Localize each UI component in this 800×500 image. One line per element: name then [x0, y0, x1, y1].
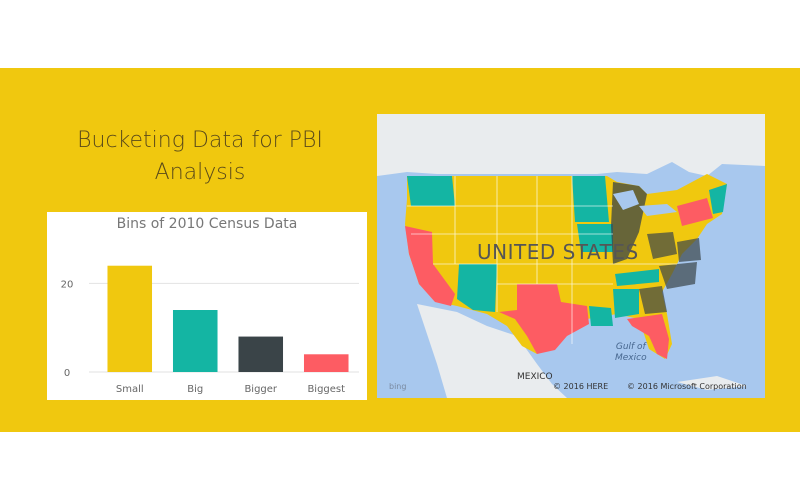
arizona-state [457, 264, 497, 312]
bar-big [172, 310, 218, 372]
california-state [405, 226, 455, 306]
mexico-land [417, 304, 567, 398]
georgia-state [639, 286, 667, 314]
chart-title: Bins of 2010 Census Data [116, 216, 298, 232]
cuba-land [677, 376, 747, 390]
state-borders [407, 176, 677, 344]
x-tick-label: Biggest [307, 384, 345, 395]
tennessee-state [615, 269, 659, 286]
minnesota-state [572, 176, 609, 222]
x-tick-label: Big [187, 384, 203, 395]
x-tick-label: Small [116, 384, 144, 395]
virginia-state [677, 238, 701, 262]
texas-state [499, 284, 589, 354]
page-title: Bucketing Data for PBI Analysis [60, 125, 340, 189]
bar-small [107, 265, 153, 372]
map-mexico-label: MEXICO [517, 372, 553, 382]
alabama-state [613, 289, 639, 318]
carolina-state [659, 262, 697, 289]
page-title-line-2: Analysis [154, 160, 246, 185]
ohio-state [647, 232, 677, 259]
louisiana-state [589, 306, 613, 326]
great-lakes [613, 190, 677, 216]
map-gulf-label-line-1: Gulf of [615, 342, 646, 352]
map-gulf-label: Gulf of Mexico [615, 342, 647, 364]
page-title-line-1: Bucketing Data for PBI [77, 128, 323, 153]
florida-state [627, 314, 669, 359]
bar-bigger [238, 336, 284, 372]
y-tick-label: 20 [61, 279, 74, 290]
map-copyright-microsoft: © 2016 Microsoft Corporation [627, 382, 747, 391]
bing-logo: bing [389, 382, 407, 391]
map-country-label: UNITED STATES [477, 240, 639, 264]
new-england-state [709, 184, 727, 214]
map-copyright-here: © 2016 HERE [553, 382, 609, 391]
us-map-visual[interactable]: UNITED STATES Gulf of Mexico MEXICO bing… [377, 114, 765, 398]
y-tick-label: 0 [64, 368, 70, 379]
new-york-state [677, 198, 713, 226]
canada-land [377, 114, 765, 176]
bar-chart-svg: 0 20 Small Big Bigger Biggest [61, 265, 359, 395]
us-map-svg [377, 114, 765, 398]
bar-biggest [303, 354, 349, 372]
x-tick-label: Bigger [244, 384, 277, 395]
iowa-state [577, 224, 613, 252]
washington-state [407, 176, 455, 206]
map-gulf-label-line-2: Mexico [615, 353, 647, 363]
bar-chart-card[interactable]: 0 20 Small Big Bigger Biggest Bins of 2010 Ce… [47, 212, 367, 400]
